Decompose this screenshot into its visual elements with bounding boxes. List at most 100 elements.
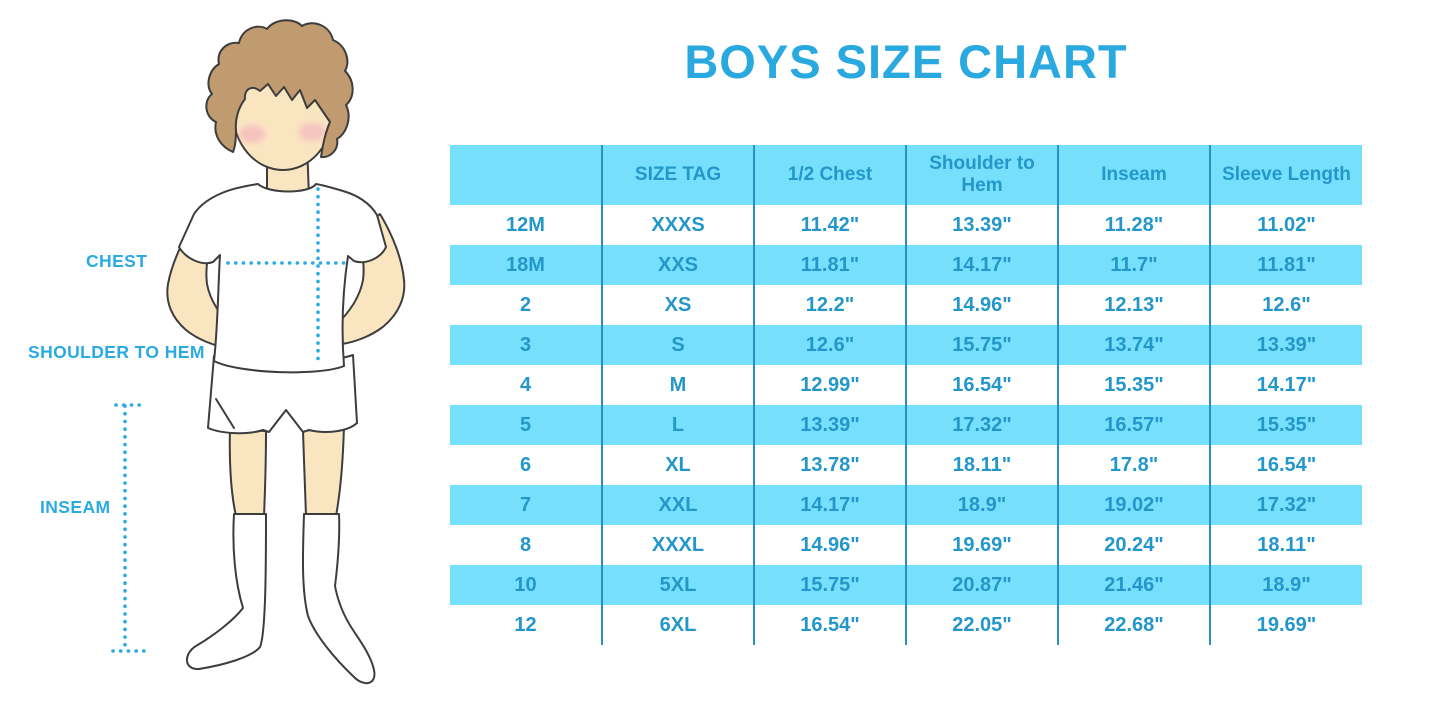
table-cell: 18M [450,245,602,285]
table-cell: 14.17" [905,245,1058,285]
column-header-sleeve-length: Sleeve Length [1209,145,1362,205]
table-row: 5 L 13.39" 17.32" 16.57" 15.35" [450,405,1362,445]
table-cell: 18.11" [905,445,1058,485]
size-chart-table-header: SIZE TAG 1/2 Chest Shoulder to Hem Insea… [450,145,1362,205]
table-cell: 4 [519,373,532,396]
table-cell: XXXL [601,525,754,565]
table-cell: 17.8" [1057,445,1210,485]
table-cell: 21.46" [1057,565,1210,605]
boy-shirt [178,183,387,374]
table-cell: 12 [514,613,537,636]
column-header-half-chest: 1/2 Chest [753,145,906,205]
table-cell: 6XL [601,605,754,645]
table-cell: XXXS [601,205,754,245]
table-row: 7 XXL 14.17" 18.9" 19.02" 17.32" [450,485,1362,525]
table-cell: M [601,365,754,405]
table-cell: 15.75" [905,325,1058,365]
table-cell: 11.81" [753,245,906,285]
column-header-shoulder-to-hem: Shoulder to Hem [905,145,1058,205]
table-cell: 5 [450,405,602,445]
table-cell: 5XL [601,565,754,605]
table-cell: XS [601,285,754,325]
table-cell: 8 [519,533,532,556]
table-cell: 11.02" [1209,205,1362,245]
column-header-size [450,145,602,205]
table-cell: 16.54" [1209,445,1362,485]
table-cell: 10 [450,565,602,605]
table-cell: 13.39" [1209,325,1362,365]
table-cell: 11.42" [753,205,906,245]
table-row: 18M XXS 11.81" 14.17" 11.7" 11.81" [450,245,1362,285]
boy-left-leg [228,429,267,517]
table-cell: 12.2" [753,285,906,325]
size-chart-table: SIZE TAG 1/2 Chest Shoulder to Hem Insea… [450,145,1362,645]
table-cell: 12.6" [1209,285,1362,325]
boy-hair [205,19,354,159]
chest-label: CHEST [86,251,148,271]
table-cell: 22.68" [1057,605,1210,645]
table-row: 6 XL 13.78" 18.11" 17.8" 16.54" [450,445,1362,485]
table-cell: XXL [601,485,754,525]
table-cell: 12M [506,213,545,236]
table-cell: 11.28" [1057,205,1210,245]
table-cell: 18.9" [1209,565,1362,605]
table-cell: 13.39" [753,405,906,445]
table-cell: XXS [601,245,754,285]
boy-illustration [111,19,406,685]
boy-right-cheek [299,123,325,141]
table-cell: 16.54" [753,605,906,645]
table-row: 4 M 12.99" 16.54" 15.35" 14.17" [450,365,1362,405]
table-cell: 7 [450,485,602,525]
table-cell: 13.78" [753,445,906,485]
measurement-figure: CHEST SHOULDER TO HEM INSEAM [0,0,450,723]
boy-right-arm [334,213,406,345]
table-row: 8 XXXL 14.96" 19.69" 20.24" 18.11" [450,525,1362,565]
boy-left-cheek [239,125,265,143]
table-cell: 14.96" [905,285,1058,325]
table-cell: 16.54" [905,365,1058,405]
table-cell: 15.35" [1209,405,1362,445]
table-cell: 3 [450,325,602,365]
size-chart-table-body: 12M XXXS 11.42" 13.39" 11.28" 11.02" 18M XXS 11.… [450,205,1362,645]
boy-left-sock [186,513,267,671]
page-title: BOYS SIZE CHART [684,35,1128,88]
table-row: 3 S 12.6" 15.75" 13.74" 13.39" [450,325,1362,365]
boy-right-sock [301,513,376,685]
table-cell: XL [601,445,754,485]
table-cell: 18.9" [905,485,1058,525]
boy-right-leg [302,425,345,517]
table-cell: 11.81" [1209,245,1362,285]
table-cell: 18.11" [1209,525,1362,565]
table-cell: 20.87" [905,565,1058,605]
inseam-label: INSEAM [40,497,111,517]
table-cell: 19.02" [1057,485,1210,525]
table-row: 12M XXXS 11.42" 13.39" 11.28" 11.02" [450,205,1362,245]
table-cell: 13.74" [1057,325,1210,365]
table-cell: 22.05" [905,605,1058,645]
table-cell: 15.75" [753,565,906,605]
table-cell: 19.69" [905,525,1058,565]
table-cell: S [601,325,754,365]
table-cell: 17.32" [905,405,1058,445]
table-row: 12 6XL 16.54" 22.05" 22.68" 19.69" [450,605,1362,645]
table-cell: 2 [519,293,532,316]
table-cell: 19.69" [1209,605,1362,645]
table-row: 2 XS 12.2" 14.96" 12.13" 12.6" [450,285,1362,325]
table-cell: 14.17" [753,485,906,525]
table-cell: 6 [519,453,532,476]
table-cell: 12.6" [753,325,906,365]
column-header-inseam: Inseam [1057,145,1210,205]
table-cell: 14.17" [1209,365,1362,405]
column-header-size-tag: SIZE TAG [601,145,754,205]
table-cell: 12.13" [1057,285,1210,325]
table-cell: 11.7" [1057,245,1210,285]
table-cell: 14.96" [753,525,906,565]
table-cell: 20.24" [1057,525,1210,565]
table-cell: 16.57" [1057,405,1210,445]
table-cell: 17.32" [1209,485,1362,525]
shoulder-to-hem-label: SHOULDER TO HEM [28,342,205,362]
boy-shorts-slit [215,398,235,429]
table-cell: 12.99" [753,365,906,405]
table-cell: L [601,405,754,445]
